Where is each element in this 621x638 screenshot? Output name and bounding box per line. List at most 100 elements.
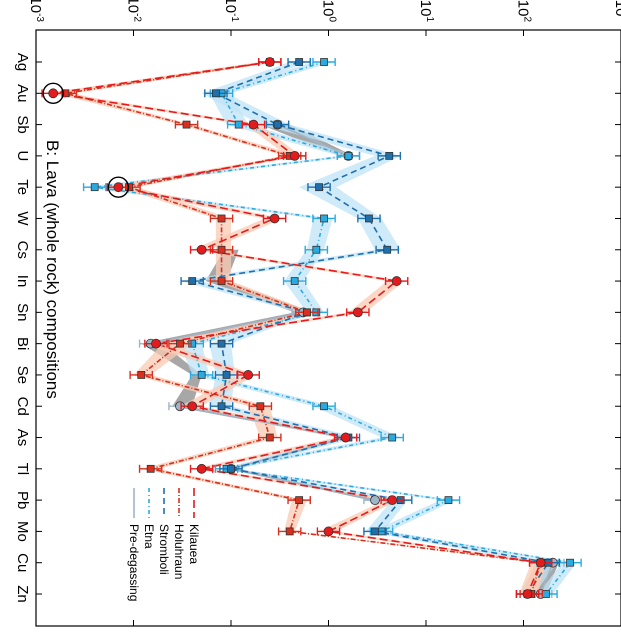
point-etna-as bbox=[380, 433, 404, 442]
legend-label: Pre-degassing bbox=[127, 524, 141, 601]
point-kilauea-cu bbox=[528, 557, 553, 568]
category-label: W bbox=[14, 211, 31, 226]
line-stromboli bbox=[191, 61, 550, 595]
legend-entry-etna: Etna bbox=[142, 488, 156, 549]
point-kilauea-bi bbox=[144, 338, 168, 349]
point-stromboli-ag bbox=[287, 58, 311, 66]
point-etna-te bbox=[82, 183, 107, 192]
y-tick-1: 101 bbox=[417, 0, 435, 626]
chart-title: B: Lava (whole rock) compositions bbox=[43, 140, 62, 399]
category-label: Sn bbox=[14, 303, 31, 321]
category-label: Cd bbox=[14, 397, 31, 416]
point-holuhraun-se bbox=[129, 370, 154, 379]
y-tick-label: 101 bbox=[417, 0, 435, 22]
uncertainty-bands bbox=[43, 62, 577, 594]
line-pre-degassing bbox=[150, 311, 304, 345]
category-tick-se: Se bbox=[14, 366, 621, 384]
y-tick-3: 103 bbox=[612, 0, 621, 626]
category-label: Au bbox=[14, 84, 31, 102]
legend-label: Kilauea bbox=[187, 524, 201, 564]
category-tick-sb: Sb bbox=[14, 115, 621, 134]
highlight-ring-au bbox=[42, 82, 64, 104]
category-label: Pb bbox=[14, 491, 31, 509]
y-tick-label: 103 bbox=[612, 0, 621, 22]
category-tick-in: In bbox=[14, 275, 621, 288]
point-etna-u bbox=[336, 151, 361, 160]
point-kilauea-sn bbox=[346, 307, 370, 318]
y-tick--2: 10-2 bbox=[125, 0, 143, 626]
point-etna-cd bbox=[312, 402, 336, 411]
point-stromboli-cs bbox=[375, 245, 400, 254]
category-label: In bbox=[14, 275, 31, 288]
point-kilauea-sb bbox=[241, 119, 266, 130]
point-stromboli-mo bbox=[363, 527, 387, 536]
y-tick-label: 10-2 bbox=[125, 0, 143, 22]
line-pre-degassing bbox=[539, 562, 554, 595]
point-kilauea-se bbox=[236, 370, 260, 380]
category-tick-cd: Cd bbox=[14, 397, 621, 416]
point-etna-ag bbox=[312, 58, 336, 66]
y-tick-0: 100 bbox=[320, 0, 338, 626]
category-tick-tl: Tl bbox=[14, 463, 621, 476]
point-kilauea-in bbox=[384, 276, 409, 286]
legend-entry-pre-degassing: Pre-degassing bbox=[127, 488, 141, 601]
point-pre-degassing-pb bbox=[363, 495, 387, 506]
line-kilauea bbox=[53, 61, 542, 595]
point-stromboli-au bbox=[204, 89, 228, 98]
legend: Pre-degassing Etna Stromboli Holuhraun Kilau… bbox=[127, 488, 201, 601]
category-label: Sb bbox=[14, 115, 31, 133]
band-holuhraun bbox=[53, 62, 546, 594]
highlight-ring-te bbox=[107, 176, 130, 198]
category-tick-w: W bbox=[14, 211, 621, 226]
category-label: Mo bbox=[14, 521, 31, 542]
point-stromboli-bi bbox=[209, 339, 234, 348]
y-tick-label: 100 bbox=[320, 0, 338, 22]
point-stromboli-u bbox=[377, 151, 402, 160]
legend-entry-stromboli: Stromboli bbox=[157, 488, 171, 575]
category-tick-pb: Pb bbox=[14, 491, 621, 509]
category-label: Tl bbox=[14, 463, 31, 476]
line-pre-degassing bbox=[277, 123, 349, 157]
category-label: Se bbox=[14, 366, 31, 384]
category-tick-mo: Mo bbox=[14, 521, 621, 542]
legend-label: Etna bbox=[142, 524, 156, 549]
category-tick-cs: Cs bbox=[14, 241, 621, 259]
y-tick-label: 10-3 bbox=[27, 0, 45, 22]
point-etna-pb bbox=[436, 496, 461, 505]
line-pre-degassing bbox=[179, 405, 376, 501]
point-kilauea-cs bbox=[189, 244, 214, 255]
legend-entry-holuhraun: Holuhraun bbox=[172, 488, 186, 579]
y-tick--3: 10-3 bbox=[27, 0, 45, 626]
category-tick-au: Au bbox=[14, 84, 621, 102]
point-stromboli-w bbox=[357, 214, 381, 223]
category-label: Bi bbox=[14, 337, 31, 350]
point-kilauea-mo bbox=[316, 526, 341, 537]
point-etna-cs bbox=[304, 245, 329, 254]
point-holuhraun-w bbox=[209, 214, 234, 223]
point-kilauea-ag bbox=[257, 57, 282, 67]
y-tick-label: 10-1 bbox=[222, 0, 240, 22]
legend-label: Stromboli bbox=[157, 524, 171, 575]
category-tick-u: U bbox=[14, 150, 621, 161]
category-label: Te bbox=[14, 179, 31, 195]
point-holuhraun-pb bbox=[287, 496, 311, 505]
series-lines bbox=[53, 61, 572, 595]
point-etna-se bbox=[189, 370, 214, 379]
point-kilauea-au bbox=[41, 88, 65, 99]
category-label: U bbox=[14, 150, 31, 161]
point-kilauea-te bbox=[106, 182, 131, 193]
point-kilauea-u bbox=[282, 150, 307, 161]
point-holuhraun-bi bbox=[168, 339, 192, 348]
point-stromboli-tl bbox=[219, 464, 243, 473]
y-tick-2: 102 bbox=[515, 0, 533, 626]
category-tick-bi: Bi bbox=[14, 337, 621, 350]
category-label: As bbox=[14, 429, 31, 447]
category-tick-sn: Sn bbox=[14, 303, 621, 322]
point-kilauea-pb bbox=[380, 495, 404, 506]
point-holuhraun-sb bbox=[174, 120, 199, 129]
x-axis-ticks: Ag Au Sb U Te W Cs In Sn Bi Se Cd As Tl Pb Mo Cu Zn bbox=[14, 53, 621, 603]
legend-entry-kilauea: Kilauea bbox=[187, 488, 201, 564]
point-stromboli-cd bbox=[209, 402, 234, 411]
